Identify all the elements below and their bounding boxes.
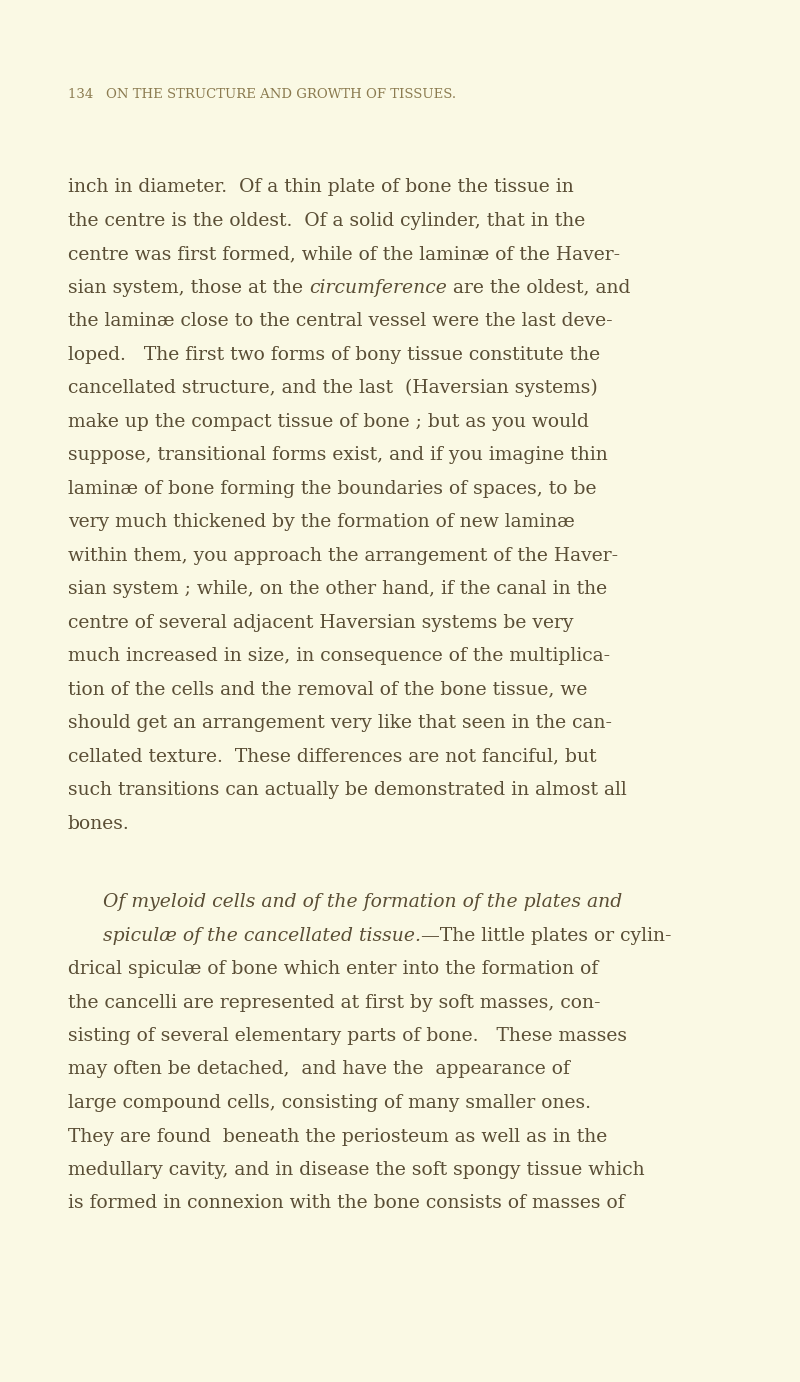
Text: spiculæ of the cancellated tissue.: spiculæ of the cancellated tissue. (103, 926, 421, 944)
Text: laminæ of bone forming the boundaries of spaces, to be: laminæ of bone forming the boundaries of… (68, 480, 597, 498)
Text: loped.   The first two forms of bony tissue constitute the: loped. The first two forms of bony tissu… (68, 346, 600, 363)
Text: medullary cavity, and in disease the soft spongy tissue which: medullary cavity, and in disease the sof… (68, 1161, 645, 1179)
Text: the laminæ close to the central vessel were the last deve-: the laminæ close to the central vessel w… (68, 312, 613, 330)
Text: tion of the cells and the removal of the bone tissue, we: tion of the cells and the removal of the… (68, 680, 587, 698)
Text: are the oldest, and: are the oldest, and (447, 279, 630, 297)
Text: sian system ; while, on the other hand, if the canal in the: sian system ; while, on the other hand, … (68, 580, 607, 598)
Text: centre was first formed, while of the laminæ of the Haver-: centre was first formed, while of the la… (68, 245, 620, 263)
Text: within them, you approach the arrangement of the Haver-: within them, you approach the arrangemen… (68, 546, 618, 564)
Text: is formed in connexion with the bone consists of masses of: is formed in connexion with the bone con… (68, 1194, 625, 1212)
Text: sian system, those at the: sian system, those at the (68, 279, 309, 297)
Text: They are found  beneath the periosteum as well as in the: They are found beneath the periosteum as… (68, 1128, 607, 1146)
Text: Of myeloid cells and of the formation of the plates and: Of myeloid cells and of the formation of… (103, 893, 622, 911)
Text: should get an arrangement very like that seen in the can-: should get an arrangement very like that… (68, 714, 612, 732)
Text: make up the compact tissue of bone ; but as you would: make up the compact tissue of bone ; but… (68, 412, 589, 431)
Text: very much thickened by the formation of new laminæ: very much thickened by the formation of … (68, 513, 574, 531)
Text: cancellated structure, and the last  (Haversian systems): cancellated structure, and the last (Hav… (68, 379, 598, 397)
Text: sisting of several elementary parts of bone.   These masses: sisting of several elementary parts of b… (68, 1027, 627, 1045)
Text: cellated texture.  These differences are not fanciful, but: cellated texture. These differences are … (68, 748, 597, 766)
Text: inch in diameter.  Of a thin plate of bone the tissue in: inch in diameter. Of a thin plate of bon… (68, 178, 574, 196)
Text: large compound cells, consisting of many smaller ones.: large compound cells, consisting of many… (68, 1095, 591, 1113)
Text: the cancelli are represented at first by soft masses, con-: the cancelli are represented at first by… (68, 994, 601, 1012)
Text: centre of several adjacent Haversian systems be very: centre of several adjacent Haversian sys… (68, 614, 574, 632)
Text: the centre is the oldest.  Of a solid cylinder, that in the: the centre is the oldest. Of a solid cyl… (68, 211, 586, 229)
Text: bones.: bones. (68, 814, 130, 832)
Text: may often be detached,  and have the  appearance of: may often be detached, and have the appe… (68, 1060, 570, 1078)
Text: circumference: circumference (309, 279, 447, 297)
Text: much increased in size, in consequence of the multiplica-: much increased in size, in consequence o… (68, 647, 610, 665)
Text: such transitions can actually be demonstrated in almost all: such transitions can actually be demonst… (68, 781, 626, 799)
Text: 134   ON THE STRUCTURE AND GROWTH OF TISSUES.: 134 ON THE STRUCTURE AND GROWTH OF TISSU… (68, 88, 456, 101)
Text: suppose, transitional forms exist, and if you imagine thin: suppose, transitional forms exist, and i… (68, 446, 608, 464)
Text: —The little plates or cylin-: —The little plates or cylin- (421, 926, 671, 944)
Text: drical spiculæ of bone which enter into the formation of: drical spiculæ of bone which enter into … (68, 960, 598, 978)
